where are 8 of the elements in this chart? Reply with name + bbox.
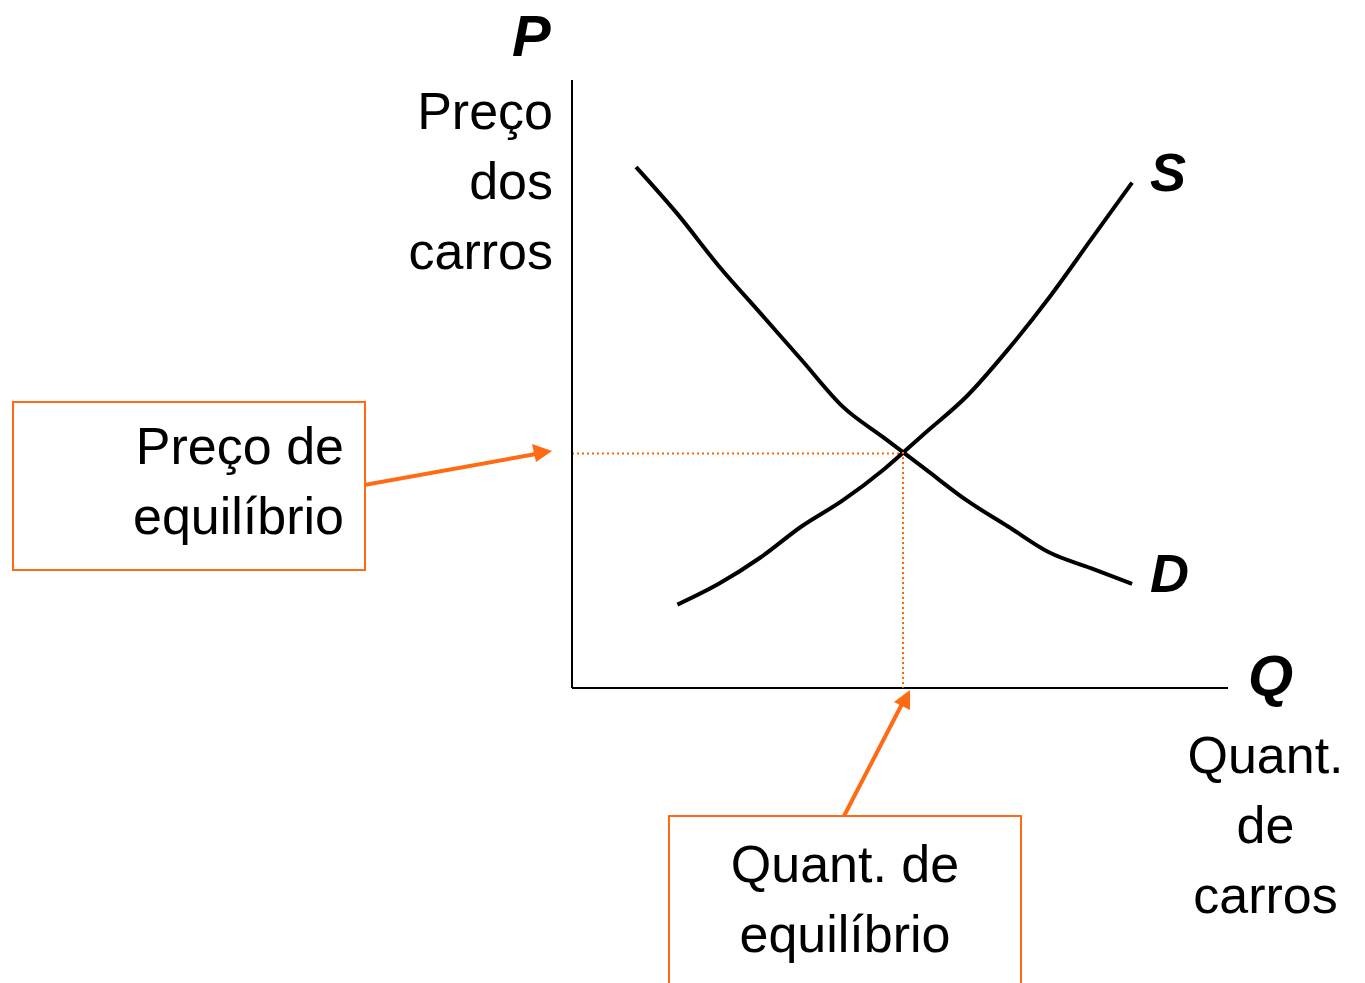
text: Preço de equilíbrio [12, 401, 366, 571]
series-label: S [1150, 141, 1187, 202]
text: Quant. de equilíbrio [668, 815, 1022, 983]
text: Quant. de carros [1186, 725, 1345, 926]
x-axis-title: Q [1248, 642, 1294, 709]
y-axis-title: P [512, 2, 551, 69]
series-label: D [1150, 543, 1190, 604]
text: Preço dos carros [407, 81, 553, 282]
